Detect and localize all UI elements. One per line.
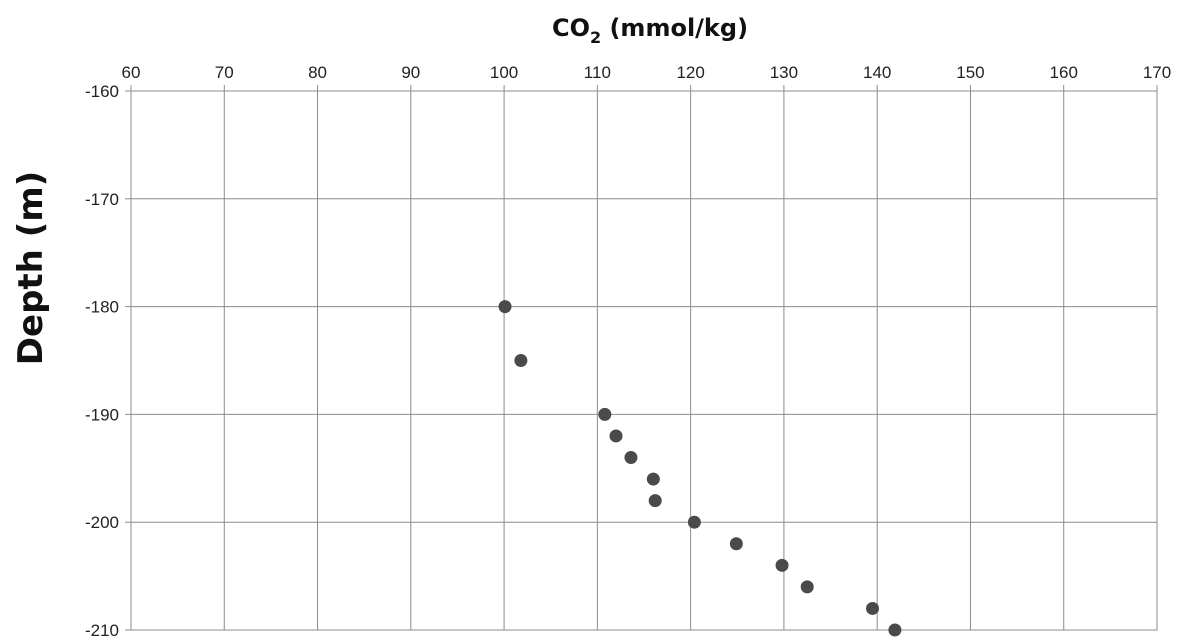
x-tick-label: 140 (863, 63, 891, 82)
data-point (687, 515, 701, 529)
y-tick-label: -180 (85, 298, 119, 317)
data-point (609, 429, 623, 443)
x-axis-label-subscript: 2 (590, 28, 601, 47)
data-point (598, 407, 612, 421)
data-point (866, 601, 880, 615)
data-point (498, 300, 512, 314)
x-axis-label: CO2 (mmol/kg) (552, 14, 748, 47)
x-tick-label: 170 (1143, 63, 1171, 82)
tick-labels: 60 70 80 90 100 110 120 130 140 150 160 170 -160 -170… (85, 63, 1171, 640)
x-tick-label: 110 (584, 63, 611, 82)
data-point (514, 354, 528, 367)
data-point (648, 494, 662, 508)
x-tick-label: 80 (308, 63, 327, 82)
y-tick-label: -170 (85, 190, 119, 209)
x-tick-label: 90 (401, 63, 420, 82)
x-tick-label: 150 (956, 63, 984, 82)
data-point (729, 537, 743, 551)
x-tick-label: 100 (490, 63, 518, 82)
x-tick-label: 120 (676, 63, 704, 82)
x-axis-label-units: (mmol/kg) (601, 14, 748, 42)
x-tick-label: 160 (1050, 63, 1078, 82)
y-axis-label: Depth (m) (11, 171, 51, 365)
y-tick-label: -210 (85, 621, 119, 640)
data-points (498, 300, 902, 637)
data-point (800, 580, 814, 594)
x-axis-label-main: CO (552, 14, 590, 42)
x-tick-label: 70 (215, 63, 234, 82)
y-tick-label: -200 (85, 513, 119, 532)
y-tick-label: -160 (85, 82, 119, 101)
plot-area-frame (130, 90, 1158, 631)
y-tick-label: -190 (85, 405, 119, 424)
data-point (624, 451, 638, 465)
x-tick-label: 60 (122, 63, 141, 82)
data-point (646, 472, 660, 486)
data-point (775, 558, 789, 572)
x-tick-label: 130 (770, 63, 798, 82)
data-point (888, 623, 902, 637)
gridlines (125, 85, 1158, 631)
